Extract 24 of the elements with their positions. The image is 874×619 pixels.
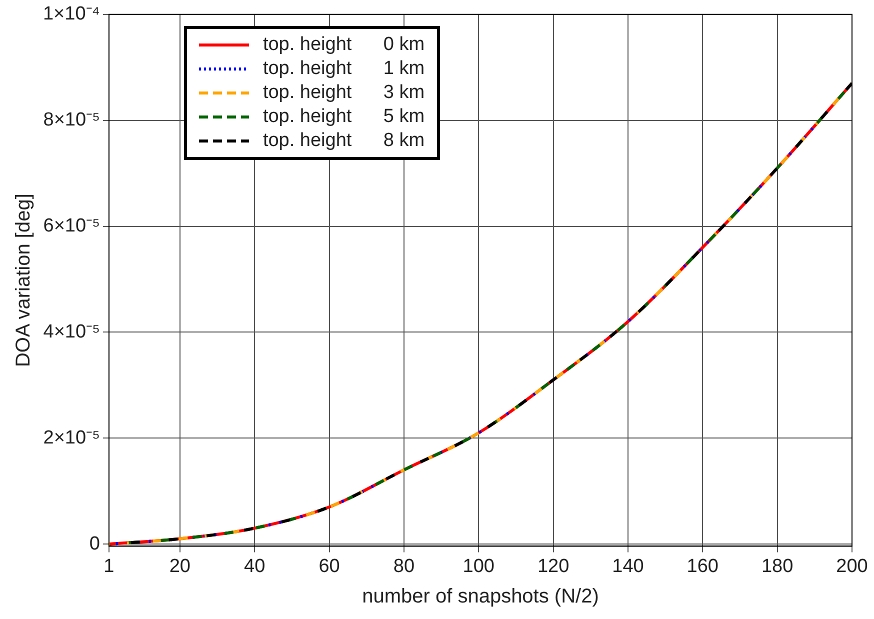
x-axis-title: number of snapshots (N/2): [362, 586, 599, 608]
x-tick-label: 180: [761, 556, 794, 577]
legend-label: top. height 0 km: [262, 34, 425, 56]
legend-label: top. height 1 km: [262, 58, 425, 80]
x-tick-label: 80: [393, 556, 415, 577]
x-tick-label: 1: [104, 556, 114, 577]
legend-label: top. height 3 km: [262, 82, 425, 104]
y-tick-label: 6×10⁻⁵: [43, 216, 100, 237]
legend-label: top. height 8 km: [262, 130, 425, 152]
y-tick-label: 8×10⁻⁵: [43, 110, 100, 131]
x-tick-label: 160: [686, 556, 718, 577]
y-tick-label: 0: [89, 533, 100, 554]
y-tick-label: 4×10⁻⁵: [43, 321, 100, 342]
x-tick-label: 60: [318, 556, 340, 577]
x-tick-label: 120: [537, 556, 570, 577]
x-tick-label: 100: [462, 556, 494, 577]
x-tick-label: 40: [244, 556, 266, 577]
x-tick-label: 140: [612, 556, 644, 577]
x-tick-label: 200: [836, 556, 868, 577]
x-tick-label: 20: [169, 556, 190, 577]
y-tick-label: 1×10⁻⁴: [42, 4, 100, 25]
legend-label: top. height 5 km: [262, 106, 425, 128]
y-axis-title: DOA variation [deg]: [12, 194, 35, 368]
y-tick-label: 2×10⁻⁵: [43, 427, 100, 448]
